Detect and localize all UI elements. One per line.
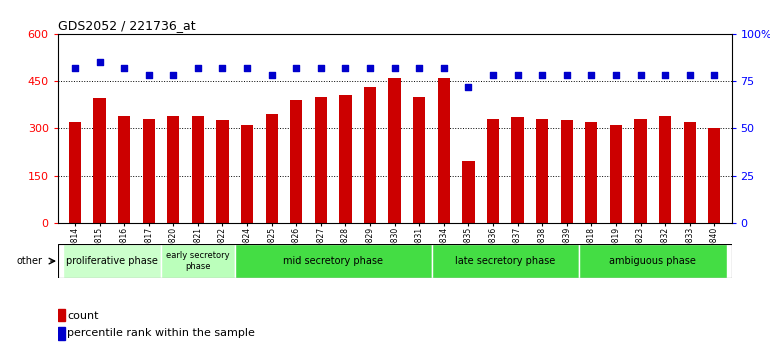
Point bbox=[69, 65, 81, 70]
Bar bbox=[266, 114, 278, 223]
Bar bbox=[69, 122, 81, 223]
Point bbox=[93, 59, 105, 65]
Bar bbox=[462, 161, 474, 223]
Point bbox=[462, 84, 474, 90]
Point bbox=[585, 73, 598, 78]
Point bbox=[192, 65, 204, 70]
Bar bbox=[585, 122, 598, 223]
Point bbox=[708, 73, 721, 78]
Text: percentile rank within the sample: percentile rank within the sample bbox=[68, 329, 255, 338]
Bar bbox=[708, 128, 721, 223]
Bar bbox=[431, 244, 579, 278]
Text: proliferative phase: proliferative phase bbox=[66, 256, 158, 266]
Bar bbox=[579, 244, 727, 278]
Bar bbox=[413, 97, 425, 223]
Bar bbox=[487, 119, 499, 223]
Point bbox=[511, 73, 524, 78]
Point bbox=[118, 65, 130, 70]
Bar bbox=[235, 244, 431, 278]
Point bbox=[684, 73, 696, 78]
Bar bbox=[161, 244, 235, 278]
Text: count: count bbox=[68, 311, 99, 321]
Text: mid secretory phase: mid secretory phase bbox=[283, 256, 383, 266]
Bar bbox=[511, 117, 524, 223]
Point bbox=[610, 73, 622, 78]
Bar bbox=[340, 95, 352, 223]
Point bbox=[634, 73, 647, 78]
Point bbox=[659, 73, 671, 78]
Bar bbox=[684, 122, 696, 223]
Text: GDS2052 / 221736_at: GDS2052 / 221736_at bbox=[58, 19, 196, 33]
Point bbox=[216, 65, 229, 70]
Point bbox=[142, 73, 155, 78]
Point bbox=[487, 73, 499, 78]
Point bbox=[340, 65, 352, 70]
Bar bbox=[389, 78, 400, 223]
Point bbox=[290, 65, 303, 70]
Bar bbox=[58, 327, 65, 340]
Bar bbox=[561, 120, 573, 223]
Point bbox=[536, 73, 548, 78]
Text: other: other bbox=[17, 256, 43, 266]
Bar bbox=[610, 125, 622, 223]
Point bbox=[315, 65, 327, 70]
Point bbox=[167, 73, 179, 78]
Bar bbox=[659, 116, 671, 223]
Bar bbox=[216, 120, 229, 223]
Text: late secretory phase: late secretory phase bbox=[455, 256, 555, 266]
Text: early secretory
phase: early secretory phase bbox=[166, 251, 229, 271]
Bar bbox=[167, 116, 179, 223]
Point bbox=[437, 65, 450, 70]
Point bbox=[241, 65, 253, 70]
Bar bbox=[241, 125, 253, 223]
Point bbox=[561, 73, 573, 78]
Bar bbox=[290, 100, 303, 223]
Point bbox=[266, 73, 278, 78]
Point bbox=[388, 65, 400, 70]
Bar bbox=[62, 244, 161, 278]
Bar bbox=[315, 97, 327, 223]
Bar bbox=[142, 119, 155, 223]
Bar bbox=[634, 119, 647, 223]
Point bbox=[364, 65, 377, 70]
Bar bbox=[364, 87, 377, 223]
Bar bbox=[437, 78, 450, 223]
Bar bbox=[58, 309, 65, 321]
Bar bbox=[536, 119, 548, 223]
Bar bbox=[118, 116, 130, 223]
Text: ambiguous phase: ambiguous phase bbox=[609, 256, 696, 266]
Bar bbox=[93, 98, 105, 223]
Point bbox=[413, 65, 425, 70]
Bar bbox=[192, 116, 204, 223]
